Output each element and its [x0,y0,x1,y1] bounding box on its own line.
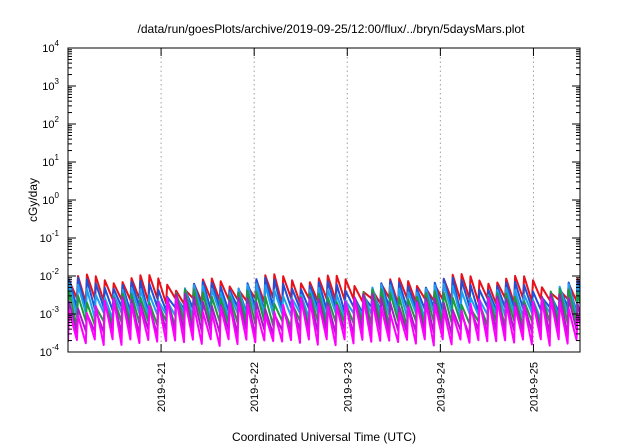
x-axis: 2019-9-21 2019-9-22 2019-9-23 2019-9-24 2019… [156,48,540,412]
x-tick-label: 2019-9-24 [435,362,447,412]
x-axis-label: Coordinated Universal Time (UTC) [232,430,416,444]
y-axis: 104 103 102 101 100 10-1 10-2 10-3 10-4 [40,39,580,359]
x-tick-label: 2019-9-22 [249,362,261,412]
y-tick-label: 10-4 [40,343,60,359]
y-tick-label: 100 [42,191,59,207]
x-tick-label: 2019-9-21 [156,362,168,412]
y-tick-label: 10-1 [40,229,60,245]
x-tick-label: 2019-9-25 [528,362,540,412]
series-group [68,273,580,347]
y-tick-label: 10-2 [40,267,60,283]
y-tick-label: 101 [42,153,59,169]
x-tick-label: 2019-9-23 [342,362,354,412]
y-axis-label: cGy/day [26,178,40,222]
chart-title: /data/run/goesPlots/archive/2019-09-25/1… [138,22,526,36]
y-tick-label: 104 [42,39,59,55]
y-tick-label: 102 [42,115,59,131]
y-tick-label: 10-3 [40,305,60,321]
y-tick-label: 103 [42,77,59,93]
series-line-6 [68,296,580,347]
